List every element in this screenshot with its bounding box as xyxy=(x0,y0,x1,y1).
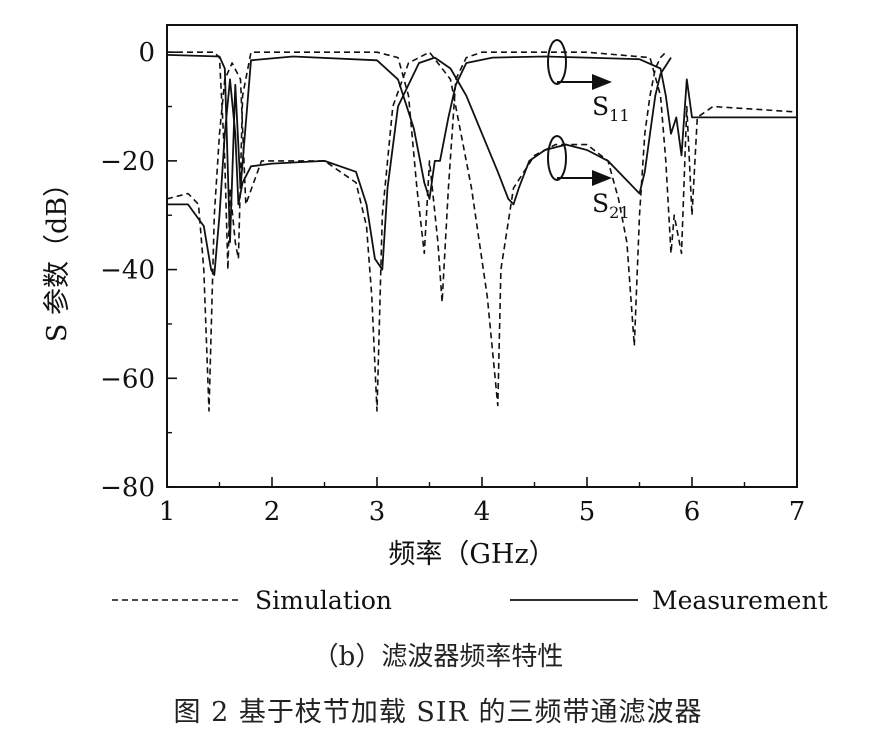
y-tick-label: −80 xyxy=(100,473,155,503)
y-tick-label: −60 xyxy=(100,364,155,394)
y-tick-label: −40 xyxy=(100,256,155,286)
s11-annotation-label: S11 xyxy=(592,92,630,125)
series-line-s21-simulation xyxy=(166,51,667,412)
panel-caption: （b）滤波器频率特性 xyxy=(312,642,564,672)
chart-svg: 1 2 3 4 5 6 7 0 −20 −40 −60 −80 S11 S21 频率（GHz） S 参… xyxy=(42,24,828,615)
series-line-s11-simulation xyxy=(167,51,798,303)
s21-annotation-arrow-head xyxy=(592,170,612,186)
plot-lines xyxy=(166,51,798,412)
legend-measurement-label: Measurement xyxy=(652,586,828,615)
figure-caption: 图 2 基于枝节加载 SIR 的三频带通滤波器 xyxy=(173,697,703,728)
annotations: S11 S21 xyxy=(547,39,630,222)
s11-annotation-arrow-head xyxy=(592,74,612,90)
y-tick-label: 0 xyxy=(138,38,155,68)
x-tick-label: 2 xyxy=(264,497,281,527)
x-tick-label: 1 xyxy=(159,497,176,527)
y-tick-label: −20 xyxy=(100,147,155,177)
s11-annotation-ellipse xyxy=(547,39,567,85)
s21-annotation-label: S21 xyxy=(592,189,630,222)
legend: Simulation Measurement xyxy=(112,586,828,615)
x-tick-label: 3 xyxy=(369,497,386,527)
x-tick-label: 7 xyxy=(789,497,806,527)
x-tick-label: 4 xyxy=(474,497,491,527)
series-line-s11-measurement xyxy=(166,54,797,244)
x-axis-label: 频率（GHz） xyxy=(388,539,555,570)
series-line-s21-measurement xyxy=(167,56,672,276)
x-tick-label: 5 xyxy=(579,497,596,527)
ticks: 1 2 3 4 5 6 7 0 −20 −40 −60 −80 xyxy=(100,38,805,527)
s21-annotation-ellipse xyxy=(547,135,567,181)
x-tick-label: 6 xyxy=(684,497,701,527)
legend-simulation-label: Simulation xyxy=(255,586,392,615)
y-axis-label: S 参数（dB） xyxy=(42,170,73,342)
